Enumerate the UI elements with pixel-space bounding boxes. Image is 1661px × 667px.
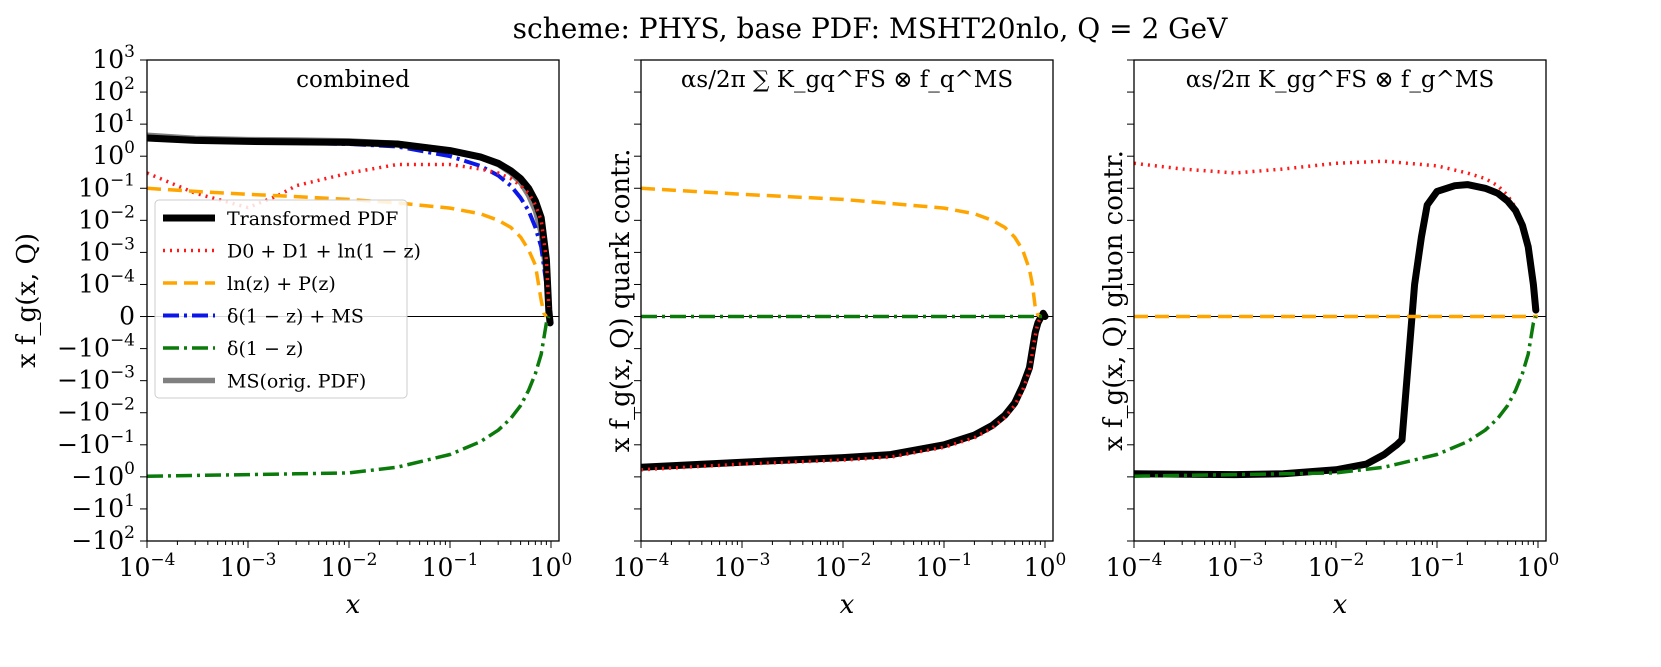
series-transformed (147, 134, 554, 327)
x-tick-label: 10−4 (1106, 550, 1163, 582)
y-tick-label: −101 (71, 491, 135, 523)
y-tick-label: 0 (119, 302, 135, 331)
y-tick-label: −102 (71, 523, 135, 555)
panel-title: combined (296, 67, 410, 93)
y-axis-label: x f_g(x, Q) quark contr. (606, 149, 636, 453)
legend-label-delta: δ(1 − z) (227, 338, 303, 360)
x-axis-label: x (840, 590, 855, 620)
y-tick-label: 10−1 (78, 170, 135, 202)
series-d0d1 (641, 315, 1044, 472)
panel-2: 10−4 10−3 10−2 10−1 100 x x f_g(x, Q) quark co… (606, 59, 1067, 620)
series-transformed (641, 309, 1049, 471)
plot-frame (1133, 59, 1547, 542)
x-axis: 10−4 10−3 10−2 10−1 100 x (119, 541, 573, 620)
x-tick-label: 10−4 (613, 550, 670, 582)
x-tick-label: 10−4 (119, 550, 176, 582)
x-axis-label: x (1333, 590, 1348, 620)
y-tick-label: 101 (92, 106, 135, 138)
series-lnzP (147, 186, 548, 318)
legend-label-deltaMS: δ(1 − z) + MS (227, 306, 364, 328)
y-axis-label: x f_g(x, Q) gluon contr. (1099, 150, 1129, 451)
x-tick-label: 100 (530, 550, 573, 582)
x-tick-label: 10−1 (422, 550, 479, 582)
x-tick-label: 100 (1024, 550, 1067, 582)
panel-1: 10−4 10−3 10−2 10−1 100x10310210110010−110−2… (12, 42, 572, 620)
y-tick-label: −100 (71, 459, 135, 491)
x-tick-label: 10−3 (1207, 550, 1264, 582)
x-tick-label: 100 (1517, 550, 1560, 582)
panels: 10−4 10−3 10−2 10−1 100x10310210110010−110−2… (12, 42, 1559, 620)
plot-frame (640, 59, 1054, 542)
series-delta (1134, 315, 1538, 478)
y-axis: 10310210110010−110−210−310−40−10−4−10−3−… (57, 42, 147, 555)
legend-label-orig: MS(orig. PDF) (227, 371, 366, 393)
legend-label-d0d1: D0 + D1 + ln(1 − z) (227, 241, 421, 263)
series-lnzP (641, 186, 1042, 318)
x-axis-label: x (346, 590, 361, 620)
y-tick-label: −10−3 (57, 363, 135, 395)
x-tick-label: 10−3 (220, 550, 277, 582)
legend-label-transformed: Transformed PDF (227, 208, 398, 230)
y-tick-label: −10−1 (57, 427, 135, 459)
y-tick-label: 10−4 (78, 266, 135, 298)
y-axis (1127, 59, 1134, 542)
panel-title: αs/2π ∑ K_gq^FS ⊗ f_q^MS (681, 67, 1013, 93)
series-d0d1 (147, 162, 551, 307)
x-tick-label: 10−2 (1308, 550, 1365, 582)
series-group (1134, 159, 1540, 479)
x-tick-label: 10−2 (815, 550, 872, 582)
series-group (147, 132, 554, 478)
series-transformed (1134, 181, 1540, 479)
x-tick-label: 10−1 (916, 550, 973, 582)
y-axis (634, 59, 641, 542)
x-tick-label: 10−2 (321, 550, 378, 582)
x-axis: 10−4 10−3 10−2 10−1 100 x (1106, 541, 1560, 620)
series-group (641, 186, 1049, 472)
y-tick-label: 102 (92, 74, 135, 106)
figure-title: scheme: PHYS, base PDF: MSHT20nlo, Q = 2… (513, 12, 1228, 45)
series-d0d1 (1134, 159, 1538, 311)
panel-3: 10−4 10−3 10−2 10−1 100 x x f_g(x, Q) gluon co… (1099, 59, 1560, 620)
y-tick-label: −10−4 (57, 331, 135, 363)
legend-label-lnzP: ln(z) + P(z) (227, 273, 336, 295)
y-tick-label: 10−2 (78, 202, 135, 234)
panel-title: αs/2π K_gg^FS ⊗ f_g^MS (1186, 67, 1494, 93)
x-tick-label: 10−1 (1409, 550, 1466, 582)
x-tick-label: 10−3 (714, 550, 771, 582)
y-axis-label: x f_g(x, Q) (12, 233, 42, 368)
y-tick-label: 100 (92, 138, 135, 170)
legend-box (154, 199, 408, 399)
legend: Transformed PDF D0 + D1 + ln(1 − z) ln(z) … (154, 199, 421, 399)
series-delta (147, 315, 551, 478)
x-axis: 10−4 10−3 10−2 10−1 100 x (613, 541, 1067, 620)
y-tick-label: 10−3 (78, 234, 135, 266)
y-tick-label: −10−2 (57, 395, 135, 427)
plot-frame (146, 59, 560, 542)
y-tick-label: 103 (92, 42, 135, 74)
